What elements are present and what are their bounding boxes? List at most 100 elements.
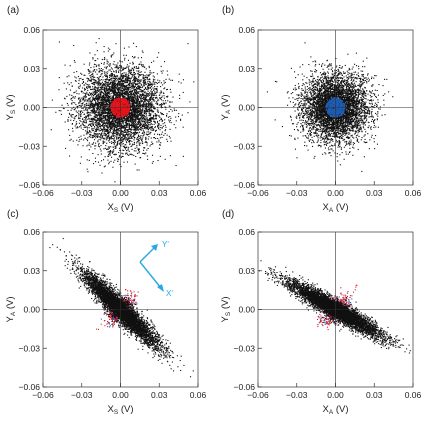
data-point xyxy=(136,132,138,134)
data-point xyxy=(97,97,99,99)
data-point xyxy=(106,100,108,102)
data-point xyxy=(108,89,110,91)
data-point xyxy=(68,75,70,77)
data-point xyxy=(128,133,130,135)
data-point xyxy=(108,99,110,101)
data-point xyxy=(115,119,117,121)
data-point xyxy=(108,101,110,103)
data-point xyxy=(129,100,131,102)
data-point xyxy=(86,126,88,128)
data-point xyxy=(132,86,134,88)
data-point xyxy=(62,107,64,109)
data-point xyxy=(109,152,111,154)
data-point xyxy=(133,96,135,99)
data-point xyxy=(100,137,102,139)
data-point xyxy=(103,63,105,65)
data-point xyxy=(98,77,100,79)
data-point xyxy=(150,95,153,97)
data-point xyxy=(64,98,66,100)
data-point xyxy=(149,78,151,80)
data-point xyxy=(94,103,96,105)
data-point xyxy=(123,95,125,97)
data-point xyxy=(102,89,104,91)
data-point xyxy=(142,149,145,151)
data-point xyxy=(113,92,115,94)
data-point xyxy=(162,70,164,72)
data-point xyxy=(138,128,141,130)
data-point xyxy=(108,117,110,119)
data-point xyxy=(124,127,126,130)
data-point xyxy=(84,84,86,86)
data-point xyxy=(126,81,129,83)
data-point xyxy=(112,70,115,72)
data-point xyxy=(100,119,102,121)
data-point xyxy=(100,79,102,81)
data-point xyxy=(118,120,120,122)
data-point xyxy=(157,79,159,81)
data-point xyxy=(147,75,149,77)
data-point xyxy=(122,123,124,125)
data-point xyxy=(119,127,121,129)
data-point xyxy=(145,118,147,120)
data-point xyxy=(110,115,112,117)
data-point xyxy=(137,87,139,89)
data-point xyxy=(124,136,126,138)
data-point xyxy=(130,131,132,133)
data-point xyxy=(142,142,144,145)
data-point xyxy=(134,111,136,113)
data-point xyxy=(107,124,109,126)
data-point xyxy=(91,75,93,78)
data-point xyxy=(133,139,135,141)
data-point xyxy=(130,96,132,98)
data-point xyxy=(141,116,143,118)
data-point xyxy=(122,68,124,70)
data-point xyxy=(130,69,133,71)
data-point xyxy=(145,136,147,138)
data-point xyxy=(141,119,143,121)
data-point xyxy=(92,72,94,74)
data-point xyxy=(117,120,119,122)
data-point xyxy=(95,128,97,131)
data-point xyxy=(134,82,136,84)
data-point xyxy=(97,109,99,111)
data-point xyxy=(142,93,144,95)
data-point xyxy=(113,140,116,142)
data-point xyxy=(114,129,116,131)
data-point xyxy=(95,142,97,144)
data-point xyxy=(99,129,101,132)
data-point xyxy=(136,152,139,154)
data-point xyxy=(139,100,141,102)
data-point xyxy=(180,119,182,121)
data-point xyxy=(113,134,115,136)
data-point xyxy=(99,86,101,88)
data-point xyxy=(109,137,111,139)
data-point xyxy=(113,125,115,127)
data-point xyxy=(159,137,161,139)
data-point xyxy=(110,100,112,102)
data-point xyxy=(121,66,123,68)
data-point xyxy=(160,142,162,144)
data-point xyxy=(144,99,146,101)
data-point xyxy=(117,85,119,87)
data-point xyxy=(114,87,116,89)
data-point xyxy=(117,121,119,123)
data-point xyxy=(132,86,134,88)
data-point xyxy=(94,82,96,84)
data-point xyxy=(103,109,105,111)
data-point xyxy=(108,115,110,117)
data-point xyxy=(105,102,107,104)
data-point xyxy=(127,119,129,121)
data-point xyxy=(182,155,184,157)
data-point xyxy=(142,134,144,137)
data-point xyxy=(93,107,95,110)
data-point xyxy=(174,109,176,111)
data-point xyxy=(143,132,145,134)
data-point xyxy=(169,101,171,103)
data-point xyxy=(82,124,85,126)
data-point xyxy=(126,92,128,94)
data-point xyxy=(143,152,145,154)
data-point xyxy=(103,133,105,135)
data-point xyxy=(124,89,126,91)
data-point xyxy=(128,75,130,77)
data-point xyxy=(113,85,115,87)
